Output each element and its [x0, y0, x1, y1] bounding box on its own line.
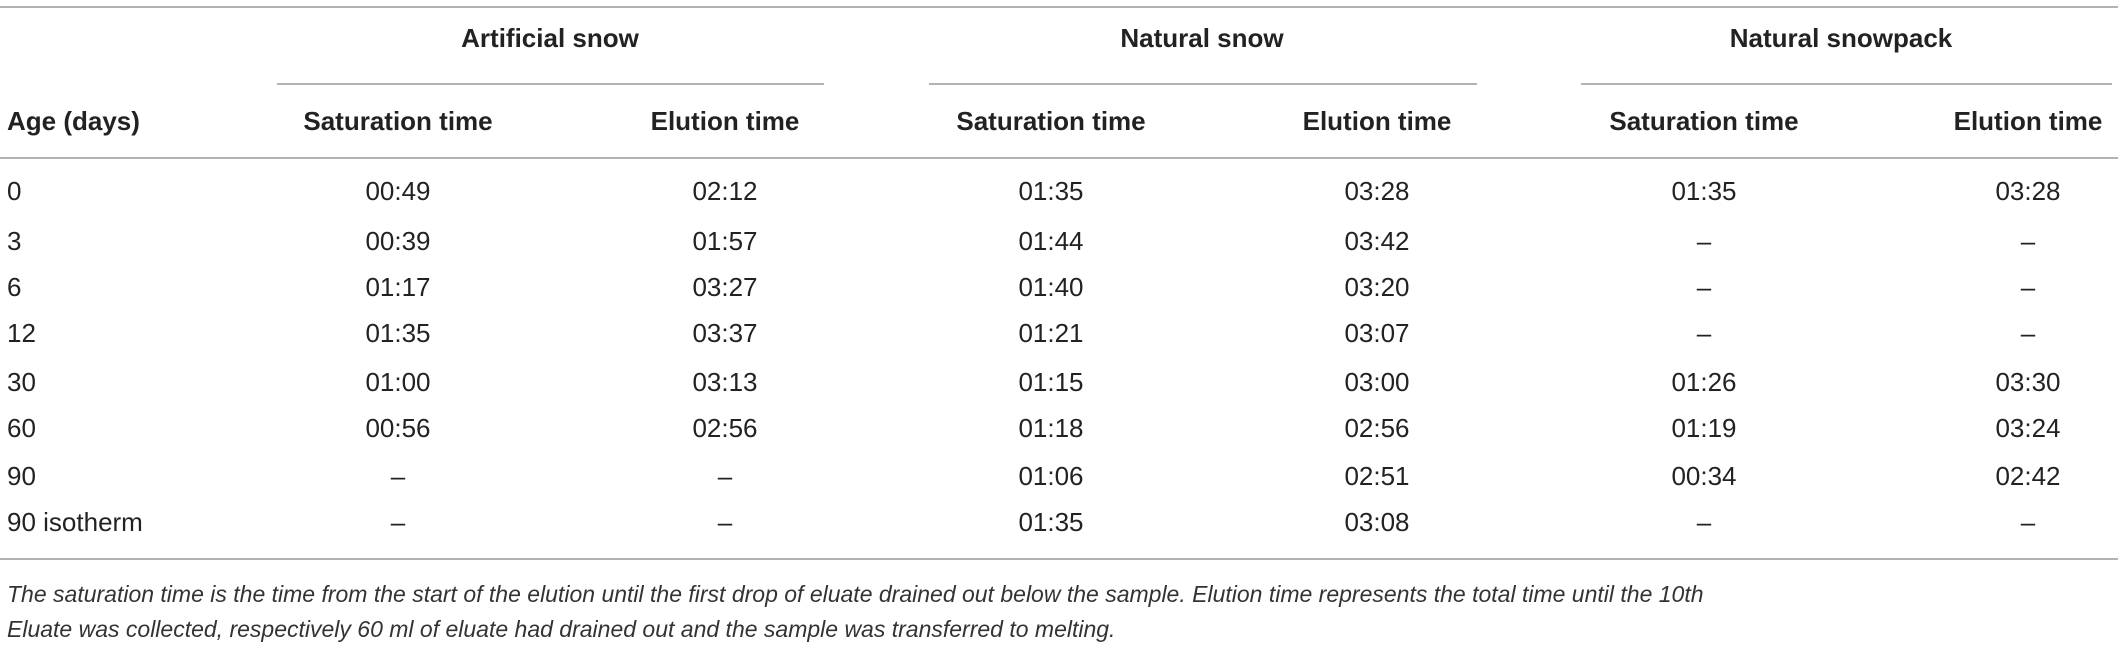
cell: 01:57 — [692, 226, 757, 256]
cell: 02:42 — [1995, 461, 2060, 491]
cell: – — [1697, 272, 1712, 302]
cell: 01:00 — [365, 367, 430, 397]
cell: 01:18 — [1018, 413, 1083, 443]
cell: 03:13 — [692, 367, 757, 397]
cell: 03:00 — [1344, 367, 1409, 397]
column-header: Age (days) — [7, 106, 140, 136]
cell: 02:56 — [692, 413, 757, 443]
footnote: The saturation time is the time from the… — [7, 581, 1704, 607]
column-header: Elution time — [1303, 106, 1452, 136]
cell: 01:40 — [1018, 272, 1083, 302]
cell: 01:35 — [1018, 176, 1083, 206]
cell: 03:37 — [692, 318, 757, 348]
cell: – — [1697, 318, 1712, 348]
cell: 02:56 — [1344, 413, 1409, 443]
cell: – — [1697, 507, 1712, 537]
cell: 30 — [7, 367, 36, 397]
cell: 00:49 — [365, 176, 430, 206]
cell: 3 — [7, 226, 21, 256]
cell: 02:12 — [692, 176, 757, 206]
cell: 00:34 — [1671, 461, 1736, 491]
cell: 12 — [7, 318, 36, 348]
cell: 01:35 — [1671, 176, 1736, 206]
cell: 01:06 — [1018, 461, 1083, 491]
cell: – — [2021, 507, 2036, 537]
cell: 01:26 — [1671, 367, 1736, 397]
column-header: Saturation time — [303, 106, 492, 136]
cell: 01:35 — [1018, 507, 1083, 537]
column-header: Saturation time — [956, 106, 1145, 136]
cell: 03:28 — [1344, 176, 1409, 206]
column-header: Saturation time — [1609, 106, 1798, 136]
cell: 01:15 — [1018, 367, 1083, 397]
cell: 0 — [7, 176, 21, 206]
cell: 03:07 — [1344, 318, 1409, 348]
cell: 03:30 — [1995, 367, 2060, 397]
cell: – — [1697, 226, 1712, 256]
cell: 90 isotherm — [7, 507, 143, 537]
cell: 03:24 — [1995, 413, 2060, 443]
cell: 01:35 — [365, 318, 430, 348]
cell: – — [718, 507, 733, 537]
cell: 01:44 — [1018, 226, 1083, 256]
group-header: Artificial snow — [461, 23, 639, 53]
cell: 02:51 — [1344, 461, 1409, 491]
footnote: Eluate was collected, respectively 60 ml… — [7, 616, 1115, 642]
cell: 03:20 — [1344, 272, 1409, 302]
cell: 01:21 — [1018, 318, 1083, 348]
group-header: Natural snowpack — [1730, 23, 1953, 53]
cell: – — [2021, 226, 2036, 256]
cell: – — [2021, 272, 2036, 302]
cell: 01:19 — [1671, 413, 1736, 443]
cell: 00:39 — [365, 226, 430, 256]
cell: 03:27 — [692, 272, 757, 302]
cell: 6 — [7, 272, 21, 302]
cell: – — [718, 461, 733, 491]
column-header: Elution time — [651, 106, 800, 136]
cell: 03:28 — [1995, 176, 2060, 206]
cell: 00:56 — [365, 413, 430, 443]
group-header: Natural snow — [1120, 23, 1284, 53]
cell: 03:42 — [1344, 226, 1409, 256]
cell: – — [391, 507, 406, 537]
cell: 03:08 — [1344, 507, 1409, 537]
cell: – — [2021, 318, 2036, 348]
cell: 60 — [7, 413, 36, 443]
cell: – — [391, 461, 406, 491]
cell: 90 — [7, 461, 36, 491]
column-header: Elution time — [1954, 106, 2103, 136]
cell: 01:17 — [365, 272, 430, 302]
